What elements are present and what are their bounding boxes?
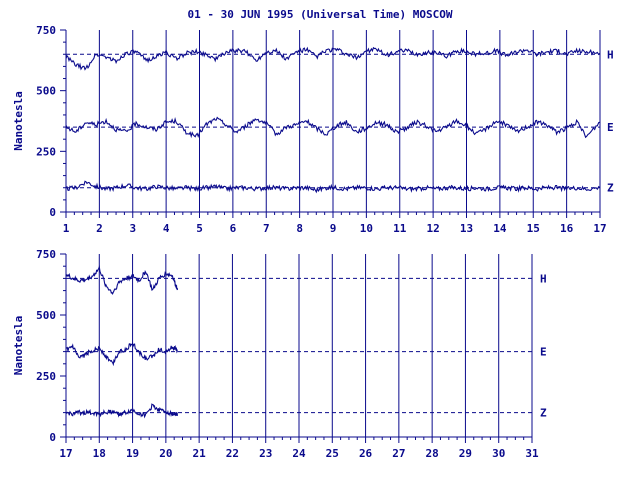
series-label-z: Z [540,407,547,420]
y-tick-label: 0 [49,431,56,444]
x-tick-label: 15 [527,222,540,235]
x-tick-label: 11 [393,222,407,235]
x-tick-label: 21 [193,447,207,460]
x-tick-label: 17 [593,222,606,235]
x-tick-label: 8 [296,222,303,235]
y-tick-label: 250 [36,145,56,158]
x-tick-label: 5 [196,222,203,235]
x-tick-label: 16 [560,222,574,235]
series-label-z: Z [607,182,614,195]
y-tick-label: 0 [49,206,56,219]
x-tick-label: 28 [426,447,439,460]
x-tick-label: 29 [459,447,472,460]
x-tick-label: 17 [59,447,72,460]
series-line-h [65,264,179,295]
x-tick-label: 2 [96,222,103,235]
x-tick-label: 3 [129,222,136,235]
x-tick-label: 30 [492,447,505,460]
x-tick-label: 1 [63,222,70,235]
series-label-e: E [607,121,614,134]
y-tick-label: 250 [36,370,56,383]
x-tick-label: 9 [330,222,337,235]
x-tick-label: 22 [226,447,239,460]
series-line-h [65,46,601,71]
x-tick-label: 20 [159,447,172,460]
y-axis-label: Nanotesla [12,91,25,151]
y-tick-label: 500 [36,309,56,322]
series-label-h: H [540,272,547,285]
x-tick-label: 6 [230,222,237,235]
series-label-h: H [607,48,614,61]
x-tick-label: 23 [259,447,272,460]
y-tick-label: 750 [36,24,56,37]
x-tick-label: 31 [525,447,539,460]
x-tick-label: 18 [93,447,106,460]
series-line-z [65,180,601,194]
x-tick-label: 25 [326,447,339,460]
y-tick-label: 500 [36,85,56,98]
y-axis-label: Nanotesla [12,316,25,376]
x-tick-label: 13 [460,222,473,235]
series-label-e: E [540,346,547,359]
x-tick-label: 12 [427,222,440,235]
series-line-e [65,116,601,139]
x-tick-label: 19 [126,447,139,460]
y-tick-label: 750 [36,248,56,261]
chart-title: 01 - 30 JUN 1995 (Universal Time) MOSCOW [187,8,453,21]
x-tick-label: 10 [360,222,373,235]
x-tick-label: 14 [493,222,507,235]
x-tick-label: 7 [263,222,270,235]
x-tick-label: 4 [163,222,170,235]
x-tick-label: 27 [392,447,405,460]
x-tick-label: 26 [359,447,373,460]
series-line-z [65,403,179,419]
x-tick-label: 24 [292,447,306,460]
series-line-e [65,341,179,367]
